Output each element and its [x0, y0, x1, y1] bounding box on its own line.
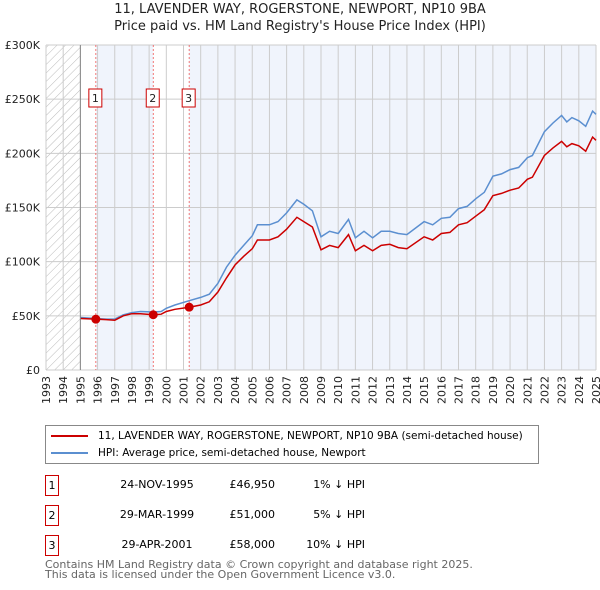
transaction-number: 1	[45, 475, 59, 496]
chart-legend: 11, LAVENDER WAY, ROGERSTONE, NEWPORT, N…	[45, 425, 539, 464]
y-tick-label: £200K	[5, 147, 41, 160]
x-tick-label: 2003	[212, 376, 225, 404]
x-tick-label: 2024	[573, 376, 586, 404]
x-tick-label: 1995	[74, 376, 87, 404]
legend-swatch-blue	[51, 452, 88, 454]
y-tick-label: £0	[26, 364, 40, 377]
legend-item-property: 11, LAVENDER WAY, ROGERSTONE, NEWPORT, N…	[51, 430, 523, 442]
sale-label: 3	[185, 92, 192, 105]
x-tick-label: 2017	[453, 376, 466, 404]
chart-subtitle: Price paid vs. HM Land Registry's House …	[114, 19, 486, 34]
x-tick-label: 2004	[229, 376, 242, 404]
x-tick-label: 2020	[504, 376, 517, 404]
sale-label: 2	[149, 92, 156, 105]
y-tick-label: £250K	[5, 93, 41, 106]
legend-swatch-red	[51, 435, 88, 437]
transaction-price: £51,000	[229, 508, 276, 521]
transaction-price: £46,950	[229, 478, 276, 491]
x-tick-label: 2011	[349, 376, 362, 404]
x-tick-label: 1999	[143, 376, 156, 404]
legend-label: HPI: Average price, semi-detached house,…	[98, 447, 366, 459]
sale-label-box	[145, 88, 160, 108]
transaction-price: £58,000	[229, 538, 276, 551]
y-tick-label: £100K	[5, 256, 41, 269]
hpi-line	[80, 109, 597, 320]
x-tick-label: 2005	[246, 376, 259, 404]
transaction-date: 29-MAR-1999	[119, 508, 195, 521]
x-tick-label: 2008	[298, 376, 311, 404]
property-price-line	[80, 135, 597, 321]
chart-title: 11, LAVENDER WAY, ROGERSTONE, NEWPORT, N…	[114, 2, 486, 17]
sale-label-box	[181, 88, 196, 108]
x-tick-label: 2023	[556, 376, 569, 404]
x-tick-label: 1994	[57, 376, 70, 404]
transaction-row: 3 29-APR-2001 £58,000 10% ↓ HPI	[45, 535, 565, 556]
price-chart: 1 2 3 1993 1994 1995 1996 1997 1998 1999 2000 2001 2…	[5, 39, 600, 404]
transaction-number: 3	[45, 535, 59, 556]
x-tick-label: 2002	[195, 376, 208, 404]
y-tick-label: £150K	[5, 202, 41, 215]
x-tick-label: 2025	[590, 376, 600, 404]
x-tick-label: 2014	[401, 376, 414, 404]
x-tick-label: 2010	[332, 376, 345, 404]
transaction-hpi: 10% ↓ HPI	[306, 538, 365, 551]
sale-label-box	[88, 88, 103, 108]
x-tick-label: 1993	[40, 376, 53, 404]
x-tick-label: 2000	[160, 376, 173, 404]
transaction-row: 2 29-MAR-1999 £51,000 5% ↓ HPI	[45, 505, 565, 526]
transaction-hpi: 1% ↓ HPI	[313, 478, 365, 491]
transaction-date: 24-NOV-1995	[120, 478, 194, 491]
x-tick-label: 2019	[487, 376, 500, 404]
footer: Contains HM Land Registry data © Crown c…	[45, 558, 473, 581]
transaction-date: 29-APR-2001	[121, 538, 193, 551]
x-tick-label: 2013	[384, 376, 397, 404]
x-tick-label: 2009	[315, 376, 328, 404]
y-tick-label: £300K	[5, 39, 41, 52]
x-tick-label: 2021	[521, 376, 534, 404]
transaction-row: 1 24-NOV-1995 £46,950 1% ↓ HPI	[45, 475, 565, 496]
footer-line: This data is licensed under the Open Gov…	[45, 568, 396, 581]
transaction-hpi: 5% ↓ HPI	[313, 508, 365, 521]
x-tick-label: 1997	[109, 376, 122, 404]
x-tick-label: 2007	[281, 376, 294, 404]
x-tick-label: 2006	[263, 376, 276, 404]
x-tick-label: 2016	[435, 376, 448, 404]
legend-item-hpi: HPI: Average price, semi-detached house,…	[51, 447, 366, 459]
sale-label: 1	[92, 92, 99, 105]
y-tick-label: £50K	[12, 310, 41, 323]
footer-line: Contains HM Land Registry data © Crown c…	[45, 558, 473, 571]
x-tick-label: 2012	[367, 376, 380, 404]
x-tick-label: 2018	[470, 376, 483, 404]
x-tick-label: 2015	[418, 376, 431, 404]
transaction-number: 2	[45, 505, 59, 526]
sale-point	[148, 310, 158, 320]
x-tick-label: 1998	[126, 376, 139, 404]
x-tick-label: 2022	[538, 376, 551, 404]
x-tick-label: 2001	[178, 376, 191, 404]
sale-point	[91, 314, 101, 324]
legend-label: 11, LAVENDER WAY, ROGERSTONE, NEWPORT, N…	[98, 430, 523, 442]
x-tick-label: 1996	[92, 376, 105, 404]
sale-point	[184, 302, 194, 312]
